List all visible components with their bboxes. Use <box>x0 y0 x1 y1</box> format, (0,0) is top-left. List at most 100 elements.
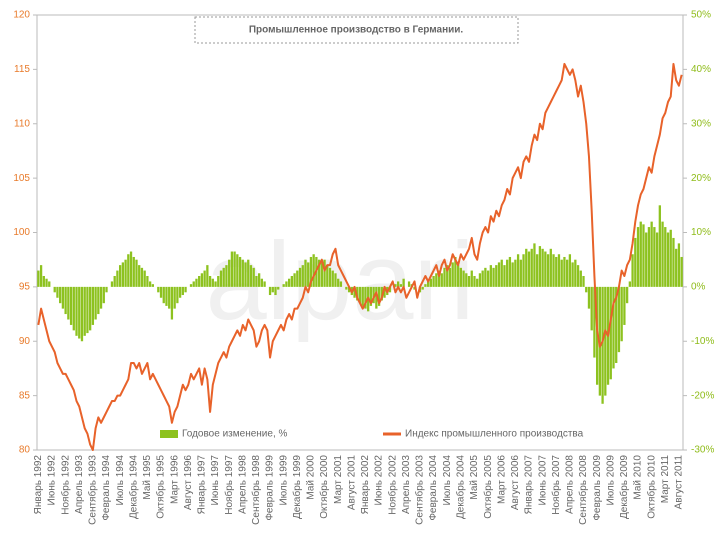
bar <box>132 256 135 287</box>
bar <box>576 265 580 287</box>
x-tick-label: Март 1996 <box>169 455 180 504</box>
x-tick-label: Май 2000 <box>306 455 317 500</box>
bar <box>481 270 484 287</box>
bar <box>140 267 144 287</box>
x-tick-label: Март 2006 <box>496 455 507 504</box>
bar <box>514 259 517 287</box>
bar <box>170 286 174 320</box>
bar <box>424 284 427 287</box>
bar <box>658 205 661 287</box>
bar <box>181 286 184 296</box>
bar <box>470 270 473 287</box>
bar <box>677 243 681 287</box>
bar <box>399 284 403 287</box>
x-tick-label: Апрель 2008 <box>565 455 576 514</box>
bar <box>148 281 152 287</box>
bar <box>247 259 250 287</box>
y-tick-label: 85 <box>19 390 31 401</box>
bar <box>511 262 514 287</box>
bar <box>274 286 277 296</box>
bar <box>135 259 138 287</box>
bar <box>650 221 653 287</box>
bar <box>661 221 664 287</box>
bar <box>672 237 675 287</box>
x-tick-label: Апрель 1993 <box>74 455 85 514</box>
bar <box>587 286 591 309</box>
x-tick-label: Май 2010 <box>633 455 644 500</box>
bar <box>454 256 457 287</box>
y-tick-label: 120 <box>13 10 30 21</box>
x-tick-label: Сентябрь 1998 <box>250 455 262 525</box>
x-tick-label: Июнь 2002 <box>374 455 385 506</box>
bar <box>189 284 193 287</box>
x-tick-label: Август 1996 <box>183 455 194 511</box>
bar <box>222 267 225 287</box>
bar <box>129 251 133 287</box>
bar <box>566 259 569 287</box>
bar <box>168 286 171 309</box>
bar <box>56 286 59 298</box>
x-tick-label: Февраль 1994 <box>101 455 112 521</box>
bar <box>48 281 51 287</box>
bar <box>615 286 618 363</box>
bar <box>113 276 116 287</box>
bar <box>67 286 70 320</box>
x-tick-label: Июль 1999 <box>278 455 289 506</box>
bar <box>446 265 449 287</box>
bar <box>669 229 672 287</box>
bar <box>83 286 86 336</box>
bar <box>217 276 220 287</box>
x-tick-label: Июнь 1992 <box>47 455 58 506</box>
y2-tick-label: -30% <box>691 445 714 456</box>
bar <box>331 270 334 287</box>
bar <box>337 278 340 287</box>
x-tick-label: Апрель 2003 <box>401 455 412 514</box>
bar <box>249 265 253 287</box>
bar <box>369 286 373 306</box>
bar <box>645 232 648 287</box>
bar <box>413 286 416 290</box>
x-tick-label: Январь 1997 <box>197 455 208 515</box>
bar <box>146 276 149 287</box>
bar <box>320 262 323 287</box>
x-tick-label: Декабрь 1994 <box>127 455 139 519</box>
bar <box>214 281 217 287</box>
bar <box>538 246 542 287</box>
x-tick-label: Сентябрь 1993 <box>87 455 99 525</box>
x-tick-label: Ноябрь 1992 <box>59 455 71 515</box>
bar <box>345 286 348 290</box>
bar <box>527 251 531 287</box>
bar <box>138 265 141 287</box>
x-tick-label: Август 2011 <box>674 455 685 510</box>
bar <box>680 256 683 287</box>
legend-swatch <box>160 430 178 438</box>
x-tick-label: Апрель 1998 <box>237 455 248 514</box>
x-tick-label: Декабрь 2009 <box>618 455 630 519</box>
bar <box>238 256 242 287</box>
bar <box>219 270 223 287</box>
bar <box>486 270 490 287</box>
y2-tick-label: 0% <box>691 282 706 293</box>
x-tick-label: Январь 2007 <box>524 455 535 515</box>
bar <box>110 281 114 287</box>
bar <box>549 248 552 287</box>
bar <box>397 281 400 287</box>
bar <box>568 254 572 287</box>
x-tick-label: Декабрь 2004 <box>454 455 466 519</box>
bar <box>495 265 498 287</box>
bar <box>290 276 294 287</box>
bar <box>375 286 378 309</box>
x-tick-label: Октябрь 2010 <box>645 455 657 519</box>
bar <box>467 276 471 287</box>
bar <box>617 286 621 353</box>
x-tick-label: Октябрь 2005 <box>482 455 494 519</box>
bar <box>277 286 280 290</box>
bar <box>612 286 615 369</box>
bar <box>200 273 204 287</box>
bar <box>530 248 533 287</box>
bar <box>42 276 45 287</box>
x-tick-label: Февраль 2004 <box>428 455 439 521</box>
bar <box>525 248 528 287</box>
bar <box>579 270 582 287</box>
